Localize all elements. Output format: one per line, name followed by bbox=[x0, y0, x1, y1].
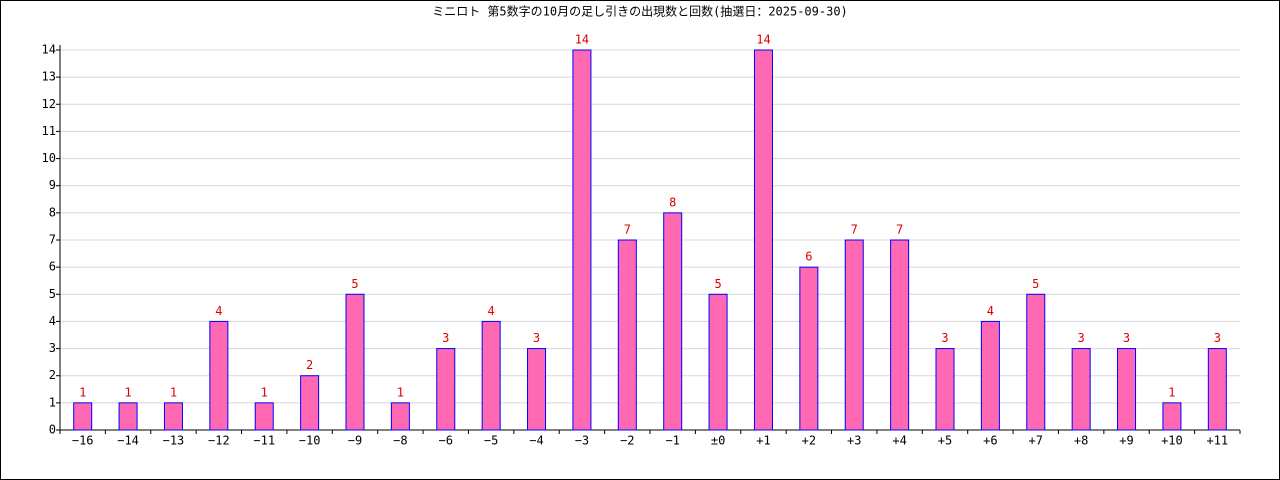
value-label: 5 bbox=[351, 277, 358, 291]
bar bbox=[708, 293, 728, 431]
y-tick-label: 14 bbox=[42, 43, 56, 57]
y-tick-label: 6 bbox=[49, 260, 56, 274]
x-tick-label: −6 bbox=[439, 434, 453, 448]
value-label: 3 bbox=[1214, 331, 1221, 345]
bar bbox=[753, 49, 773, 431]
bar bbox=[844, 239, 864, 431]
value-label: 3 bbox=[533, 331, 540, 345]
bar bbox=[980, 320, 1000, 431]
x-tick-label: +1 bbox=[756, 434, 770, 448]
x-tick-label: +4 bbox=[892, 434, 906, 448]
value-label: 4 bbox=[987, 304, 994, 318]
bar bbox=[527, 348, 547, 431]
x-tick-label: −10 bbox=[299, 434, 321, 448]
value-label: 1 bbox=[124, 385, 131, 399]
bar bbox=[1162, 402, 1182, 431]
x-tick-label: −3 bbox=[575, 434, 589, 448]
value-label: 2 bbox=[306, 358, 313, 372]
bar bbox=[572, 49, 592, 431]
x-tick-label: +2 bbox=[802, 434, 816, 448]
y-tick-label: 10 bbox=[42, 151, 56, 165]
bar bbox=[1026, 293, 1046, 431]
bar bbox=[481, 320, 501, 431]
y-tick-label: 1 bbox=[49, 395, 56, 409]
bar bbox=[436, 348, 456, 431]
x-tick-label: +10 bbox=[1161, 434, 1183, 448]
bar bbox=[73, 402, 93, 431]
y-tick-label: 2 bbox=[49, 368, 56, 382]
x-tick-label: −9 bbox=[348, 434, 362, 448]
bar bbox=[799, 266, 819, 431]
bar bbox=[617, 239, 637, 431]
value-label: 7 bbox=[624, 223, 631, 237]
x-tick-label: −2 bbox=[620, 434, 634, 448]
y-tick-label: 7 bbox=[49, 233, 56, 247]
bar bbox=[1071, 348, 1091, 431]
bar bbox=[163, 402, 183, 431]
y-tick-label: 5 bbox=[49, 287, 56, 301]
bar bbox=[254, 402, 274, 431]
bar bbox=[345, 293, 365, 431]
bar bbox=[890, 239, 910, 431]
y-tick-label: 3 bbox=[49, 341, 56, 355]
y-tick-label: 13 bbox=[42, 70, 56, 84]
x-tick-label: +5 bbox=[938, 434, 952, 448]
y-tick-label: 11 bbox=[42, 124, 56, 138]
value-label: 5 bbox=[1032, 277, 1039, 291]
value-label: 7 bbox=[851, 223, 858, 237]
value-label: 14 bbox=[756, 33, 770, 47]
value-label: 6 bbox=[805, 250, 812, 264]
bar bbox=[300, 375, 320, 431]
x-tick-label: −8 bbox=[393, 434, 407, 448]
value-label: 8 bbox=[669, 195, 676, 209]
x-tick-label: −13 bbox=[163, 434, 185, 448]
x-tick-label: −4 bbox=[529, 434, 543, 448]
x-tick-label: −5 bbox=[484, 434, 498, 448]
x-tick-label: −14 bbox=[117, 434, 139, 448]
x-tick-label: +6 bbox=[983, 434, 997, 448]
x-tick-label: −11 bbox=[253, 434, 275, 448]
value-label: 5 bbox=[714, 277, 721, 291]
value-label: 1 bbox=[261, 385, 268, 399]
y-tick-label: 0 bbox=[49, 423, 56, 437]
bar bbox=[209, 320, 229, 431]
chart-title: ミニロト 第5数字の10月の足し引きの出現数と回数(抽選日：2025-09-30… bbox=[432, 4, 848, 19]
x-tick-label: +7 bbox=[1029, 434, 1043, 448]
x-tick-label: −12 bbox=[208, 434, 230, 448]
x-tick-label: −1 bbox=[665, 434, 679, 448]
value-label: 7 bbox=[896, 223, 903, 237]
x-tick-label: +11 bbox=[1206, 434, 1228, 448]
bar bbox=[390, 402, 410, 431]
bar bbox=[1207, 348, 1227, 431]
value-label: 3 bbox=[442, 331, 449, 345]
x-tick-label: ±0 bbox=[711, 434, 725, 448]
value-label: 3 bbox=[941, 331, 948, 345]
y-tick-label: 8 bbox=[49, 205, 56, 219]
y-tick-label: 9 bbox=[49, 178, 56, 192]
y-tick-label: 12 bbox=[42, 97, 56, 111]
value-label: 1 bbox=[1168, 385, 1175, 399]
value-label: 3 bbox=[1123, 331, 1130, 345]
value-label: 4 bbox=[215, 304, 222, 318]
bar bbox=[118, 402, 138, 431]
value-label: 3 bbox=[1078, 331, 1085, 345]
value-label: 14 bbox=[575, 33, 589, 47]
x-tick-label: −16 bbox=[72, 434, 94, 448]
bar bbox=[663, 212, 683, 431]
value-label: 1 bbox=[170, 385, 177, 399]
x-tick-label: +9 bbox=[1119, 434, 1133, 448]
value-label: 4 bbox=[488, 304, 495, 318]
bar bbox=[1117, 348, 1137, 431]
value-label: 1 bbox=[397, 385, 404, 399]
x-tick-label: +3 bbox=[847, 434, 861, 448]
y-tick-label: 4 bbox=[49, 314, 56, 328]
bar bbox=[935, 348, 955, 431]
value-label: 1 bbox=[79, 385, 86, 399]
x-tick-label: +8 bbox=[1074, 434, 1088, 448]
